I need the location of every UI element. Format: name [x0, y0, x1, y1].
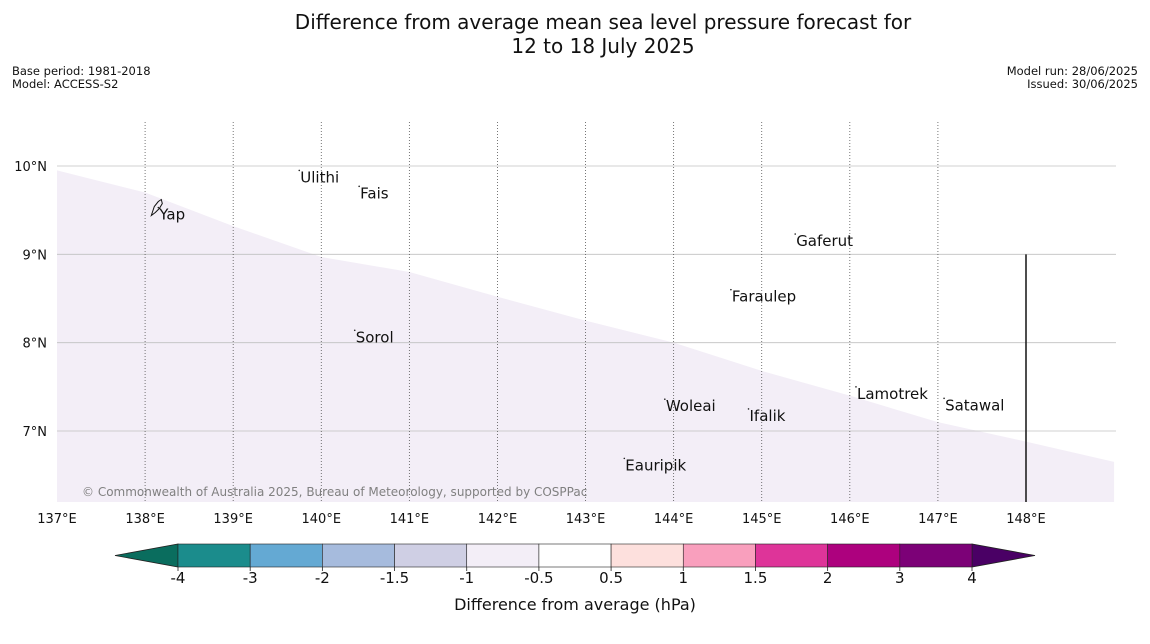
- colorbar-tick-label: 0.5: [599, 569, 623, 587]
- colorbar-tick-label: -0.5: [524, 569, 553, 587]
- colorbar-bin: [322, 543, 395, 568]
- colorbar-bin: [466, 543, 540, 568]
- colorbar-tick-label: 3: [895, 569, 905, 587]
- lon-tick-label: 138°E: [125, 512, 165, 527]
- colorbar-tick-label: 1.5: [744, 569, 768, 587]
- place-label: Yap: [158, 206, 185, 224]
- colorbar-tick-label: 2: [823, 569, 833, 587]
- lat-tick-label: 10°N: [14, 160, 47, 175]
- place-label: Ulithi: [300, 168, 339, 186]
- colorbar-bin: [899, 543, 973, 568]
- colorbar-bin: [538, 543, 612, 568]
- island-dot: [358, 185, 360, 188]
- place-label: Fais: [360, 184, 389, 202]
- colorbar-tick-label: -1.5: [380, 569, 409, 587]
- colorbar-bin: [827, 543, 901, 568]
- lat-tick-label: 8°N: [23, 337, 48, 352]
- colorbar-tick-label: 1: [678, 569, 688, 587]
- island-dot: [794, 233, 797, 235]
- lon-tick-label: 137°E: [37, 512, 77, 527]
- base-period-text: Base period: 1981-2018: [12, 64, 151, 78]
- lat-tick-label: 7°N: [23, 425, 48, 440]
- chart-title: Difference from average mean sea level p…: [0, 10, 1150, 58]
- lon-tick-label: 146°E: [830, 512, 870, 527]
- colorbar-bin: [249, 543, 323, 568]
- colorbar-tick-label: -4: [171, 569, 186, 587]
- lon-tick-label: 142°E: [478, 512, 518, 527]
- colorbar-tick-label: -2: [315, 569, 330, 587]
- place-label: Sorol: [356, 328, 394, 346]
- copyright-text: © Commonwealth of Australia 2025, Bureau…: [82, 485, 587, 499]
- island-dot: [855, 386, 857, 388]
- colorbar-tick-label: -1: [459, 569, 474, 587]
- plot-area: [57, 122, 1116, 502]
- model-text: Model: ACCESS-S2: [12, 77, 119, 91]
- lat-tick-label: 9°N: [23, 248, 48, 263]
- colorbar-extend-max: [971, 543, 1036, 568]
- colorbar-tick-label: 4: [967, 569, 977, 587]
- yap-island-outline: [150, 198, 163, 217]
- place-label: Gaferut: [796, 232, 853, 250]
- lon-tick-label: 148°E: [1006, 512, 1046, 527]
- lon-tick-label: 140°E: [302, 512, 342, 527]
- island-dot: [157, 206, 160, 209]
- island-dot: [623, 457, 626, 460]
- colorbar-bin: [394, 543, 468, 568]
- colorbar-extend-min: [114, 543, 179, 568]
- island-dot: [298, 169, 301, 172]
- island-dot: [943, 397, 945, 400]
- lon-tick-label: 139°E: [213, 512, 253, 527]
- island-dot: [353, 329, 356, 332]
- lon-tick-label: 147°E: [918, 512, 958, 527]
- colorbar-bin: [177, 543, 251, 568]
- place-label: Ifalik: [750, 407, 786, 425]
- place-label: Eauripik: [625, 456, 686, 474]
- lon-tick-label: 143°E: [566, 512, 606, 527]
- colorbar-bin: [755, 543, 828, 568]
- lon-tick-label: 144°E: [654, 512, 694, 527]
- lon-tick-label: 145°E: [742, 512, 782, 527]
- lon-tick-label: 141°E: [390, 512, 430, 527]
- issued-text: Issued: 30/06/2025: [1027, 77, 1138, 91]
- colorbar-label: Difference from average (hPa): [454, 595, 696, 614]
- place-label: Faraulep: [732, 288, 796, 306]
- model-run-text: Model run: 28/06/2025: [1006, 64, 1138, 78]
- place-label: Woleai: [666, 397, 716, 415]
- island-dot: [730, 288, 732, 291]
- island-dot: [664, 398, 666, 401]
- meta-right: Model run: 28/06/2025 Issued: 30/06/2025: [1007, 65, 1138, 91]
- title-line-2: 12 to 18 July 2025: [511, 34, 695, 58]
- place-label: Satawal: [945, 396, 1004, 414]
- meta-left: Base period: 1981-2018 Model: ACCESS-S2: [12, 65, 151, 91]
- colorbar-tick-label: -3: [243, 569, 258, 587]
- island-dot: [747, 408, 750, 410]
- colorbar-bin: [682, 543, 756, 568]
- colorbar-bin: [610, 543, 684, 568]
- place-label: Lamotrek: [857, 385, 928, 403]
- title-line-1: Difference from average mean sea level p…: [294, 10, 912, 34]
